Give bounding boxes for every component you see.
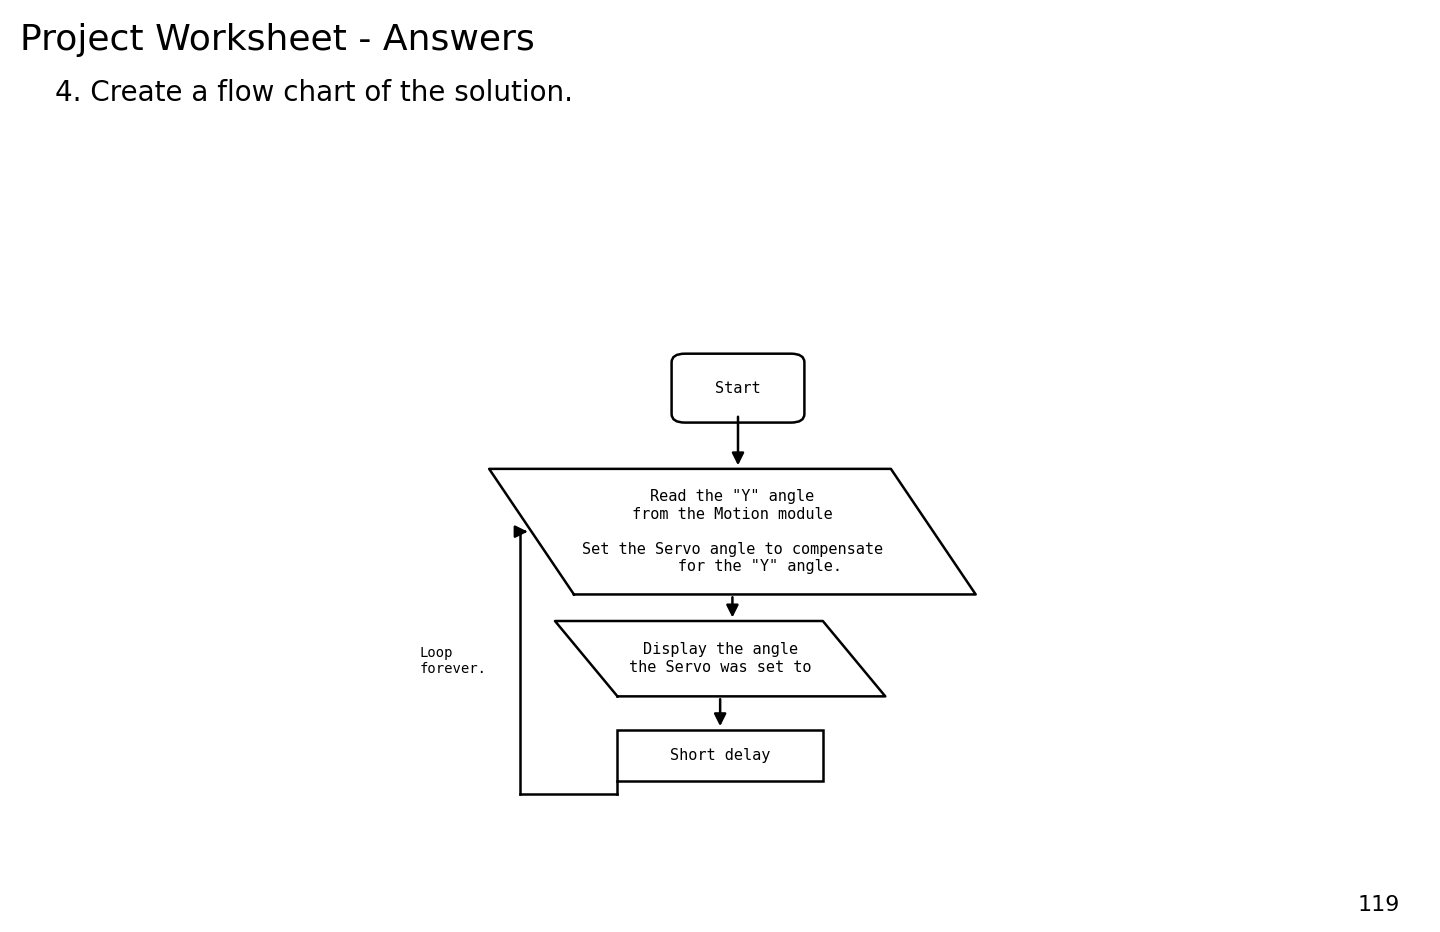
Polygon shape: [554, 621, 886, 696]
Polygon shape: [490, 469, 976, 595]
Text: 4. Create a flow chart of the solution.: 4. Create a flow chart of the solution.: [55, 79, 573, 107]
Text: Display the angle
the Servo was set to: Display the angle the Servo was set to: [629, 642, 811, 675]
Text: Loop
forever.: Loop forever.: [420, 646, 487, 676]
Text: Project Worksheet - Answers: Project Worksheet - Answers: [20, 23, 534, 57]
Text: 119: 119: [1358, 896, 1400, 915]
Text: Start: Start: [716, 380, 760, 395]
FancyBboxPatch shape: [671, 353, 805, 422]
Text: Short delay: Short delay: [670, 748, 770, 763]
Bar: [616, 730, 824, 781]
Text: Read the "Y" angle
from the Motion module

Set the Servo angle to compensate
   : Read the "Y" angle from the Motion modul…: [582, 489, 883, 574]
